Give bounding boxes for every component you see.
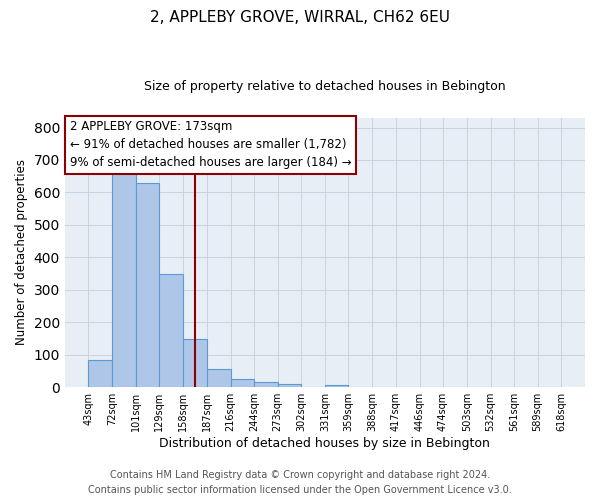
Bar — [159, 274, 183, 387]
X-axis label: Distribution of detached houses by size in Bebington: Distribution of detached houses by size … — [160, 437, 490, 450]
Bar — [207, 368, 231, 387]
Bar — [88, 360, 112, 387]
Text: 2, APPLEBY GROVE, WIRRAL, CH62 6EU: 2, APPLEBY GROVE, WIRRAL, CH62 6EU — [150, 10, 450, 25]
Bar — [325, 384, 349, 387]
Bar — [254, 382, 278, 387]
Bar — [112, 172, 136, 387]
Text: Contains HM Land Registry data © Crown copyright and database right 2024.
Contai: Contains HM Land Registry data © Crown c… — [88, 470, 512, 495]
Text: 2 APPLEBY GROVE: 173sqm
← 91% of detached houses are smaller (1,782)
9% of semi-: 2 APPLEBY GROVE: 173sqm ← 91% of detache… — [70, 120, 352, 170]
Title: Size of property relative to detached houses in Bebington: Size of property relative to detached ho… — [144, 80, 506, 93]
Bar — [183, 339, 207, 387]
Bar — [136, 183, 159, 387]
Bar — [231, 379, 254, 387]
Bar — [278, 384, 301, 387]
Y-axis label: Number of detached properties: Number of detached properties — [15, 160, 28, 346]
